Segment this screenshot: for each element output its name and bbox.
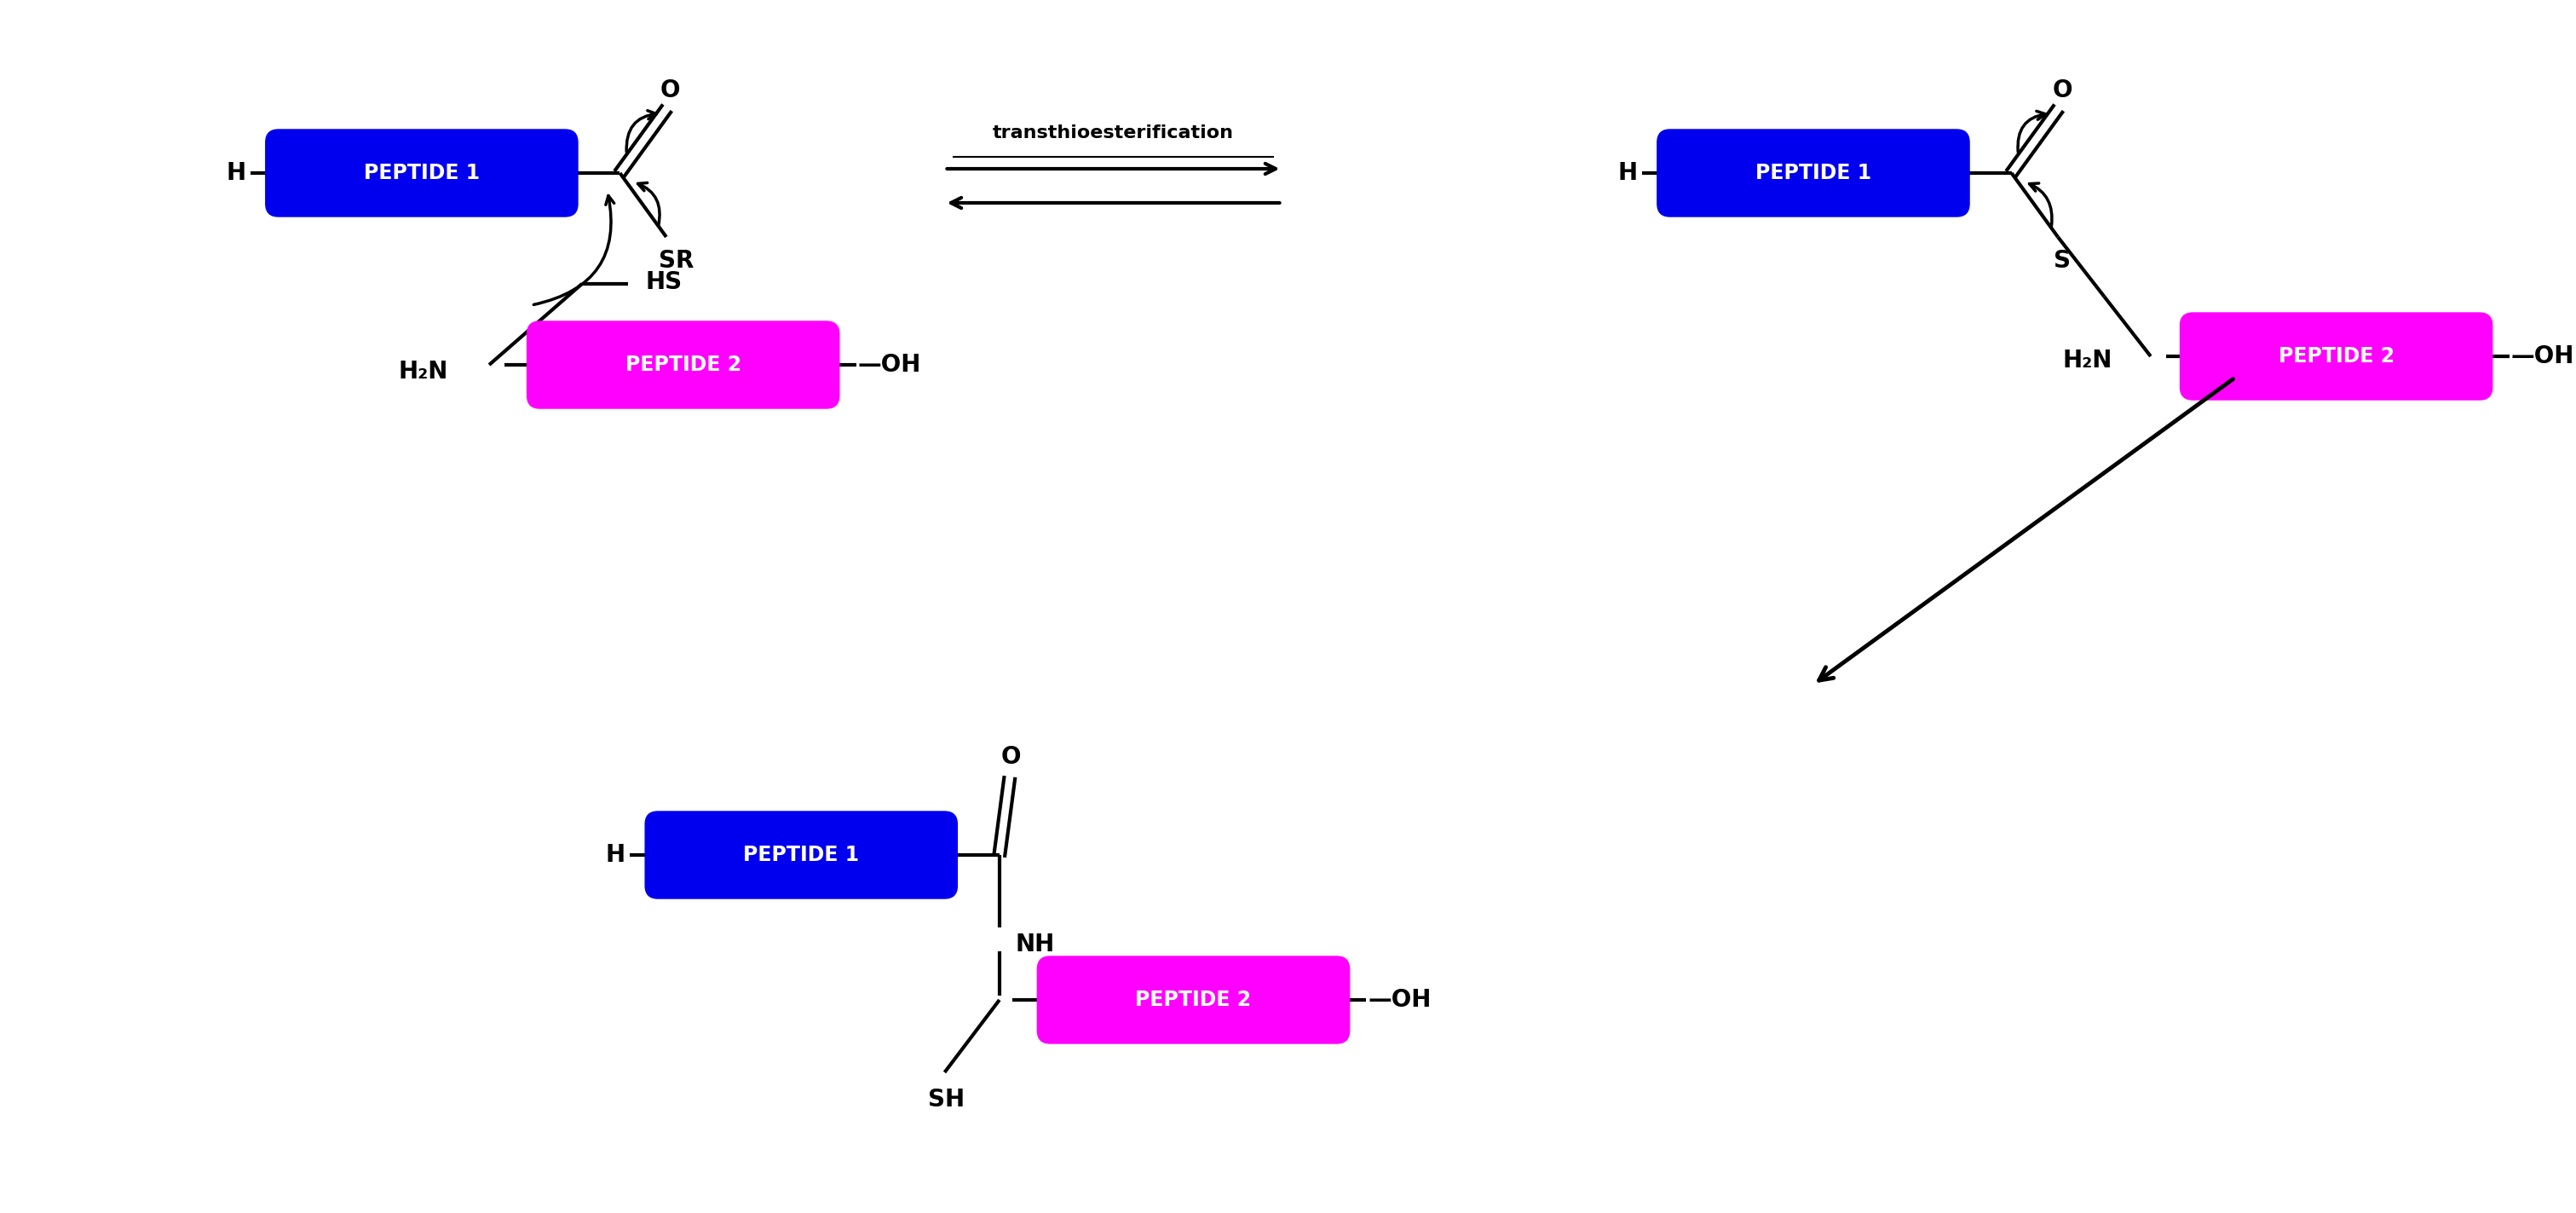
- Text: HS: HS: [647, 270, 683, 294]
- Text: H₂N: H₂N: [2063, 348, 2112, 372]
- Text: —OH: —OH: [2512, 344, 2573, 369]
- FancyBboxPatch shape: [2179, 313, 2491, 400]
- Text: H₂N: H₂N: [399, 360, 448, 383]
- Text: —OH: —OH: [1368, 987, 1432, 1012]
- Text: SR: SR: [659, 249, 693, 273]
- Text: transthioesterification: transthioesterification: [992, 125, 1234, 142]
- Text: PEPTIDE 1: PEPTIDE 1: [1754, 163, 1870, 183]
- Text: S: S: [2053, 249, 2071, 273]
- Text: —OH: —OH: [858, 353, 922, 377]
- Text: PEPTIDE 2: PEPTIDE 2: [1136, 990, 1252, 1010]
- Text: PEPTIDE 2: PEPTIDE 2: [626, 354, 742, 375]
- FancyBboxPatch shape: [644, 811, 958, 899]
- Text: NH: NH: [1015, 933, 1054, 956]
- FancyBboxPatch shape: [528, 321, 840, 409]
- Text: H: H: [605, 843, 626, 867]
- FancyBboxPatch shape: [265, 130, 577, 216]
- Text: H: H: [227, 161, 245, 184]
- Text: O: O: [1002, 745, 1020, 769]
- Text: PEPTIDE 2: PEPTIDE 2: [2277, 346, 2393, 366]
- Text: PEPTIDE 1: PEPTIDE 1: [744, 844, 860, 865]
- Text: O: O: [2053, 79, 2071, 102]
- FancyBboxPatch shape: [1656, 130, 1968, 216]
- Text: H: H: [1618, 161, 1638, 184]
- Text: SH: SH: [927, 1088, 963, 1111]
- FancyBboxPatch shape: [1038, 956, 1350, 1043]
- Text: O: O: [659, 79, 680, 102]
- Text: PEPTIDE 1: PEPTIDE 1: [363, 163, 479, 183]
